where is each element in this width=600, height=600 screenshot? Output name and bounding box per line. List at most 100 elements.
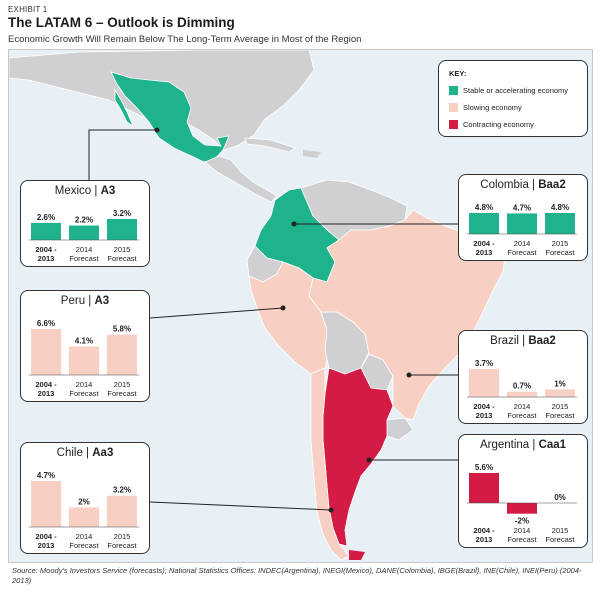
bars-brazil: 3.7%2004 -20130.7%2014Forecast1%2015Fore… (467, 359, 577, 420)
box-title-peru: Peru | A3 (60, 295, 110, 307)
category-label-chile-1-0: 2014 (76, 532, 93, 541)
category-label-chile-2-1: Forecast (107, 541, 137, 550)
category-label-peru-0-1: 2013 (38, 389, 55, 398)
bar-peru-1 (69, 346, 99, 375)
bar-chile-0 (31, 481, 61, 527)
category-label-chile-2-0: 2015 (114, 532, 131, 541)
category-label-colombia-2-0: 2015 (552, 239, 569, 248)
chart-colombia: Colombia | Baa2 4.8% 2004 -2013 4.7% 2014 Fo… (458, 174, 588, 261)
category-label-chile-0-0: 2004 - (35, 532, 57, 541)
category-label-mexico-1-0: 2014 (76, 245, 93, 254)
country-name-argentina: Argentina (479, 439, 530, 451)
bar-chile-1 (69, 507, 99, 527)
value-label-peru-1: 4.1% (75, 336, 93, 345)
category-label-peru-1-0: 2014 (76, 380, 93, 389)
bar-colombia-0 (469, 213, 499, 234)
rating-colombia: Baa2 (538, 179, 566, 191)
box-title-colombia: Colombia | Baa2 (480, 179, 566, 191)
category-label-peru-2-0: 2015 (114, 380, 131, 389)
chart-brazil: Brazil | Baa2 3.7% 2004 -2013 0.7% 2014 Fore… (458, 330, 588, 424)
bar-brazil-2 (545, 389, 575, 397)
category-label-colombia-1-0: 2014 (514, 239, 531, 248)
legend-item-stable: Stable or accelerating economy (449, 84, 568, 96)
bar-argentina-1 (507, 503, 537, 514)
bar-brazil-0 (469, 369, 499, 397)
value-label-mexico-0: 2.6% (37, 213, 55, 222)
bar-peru-2 (107, 334, 137, 375)
value-label-mexico-1: 2.2% (75, 216, 93, 225)
legend-label-slowing: Slowing economy (463, 102, 522, 112)
rating-peru: A3 (94, 295, 110, 307)
box-title-chile: Chile | Aa3 (56, 447, 114, 459)
rating-chile: Aa3 (92, 447, 114, 459)
value-label-mexico-2: 3.2% (113, 209, 131, 218)
category-label-argentina-2-1: Forecast (545, 535, 575, 544)
chart-peru: Peru | A3 6.6% 2004 -2013 4.1% 2014 Forecast… (20, 290, 150, 402)
value-label-chile-2: 3.2% (113, 486, 131, 495)
category-label-mexico-1-1: Forecast (69, 254, 99, 263)
box-title-brazil: Brazil | Baa2 (490, 335, 556, 347)
bar-peru-0 (31, 329, 61, 375)
value-label-argentina-1: -2% (515, 517, 529, 526)
bars-mexico: 2.6%2004 -20132.2%2014Forecast3.2%2015Fo… (29, 209, 139, 263)
category-label-brazil-2-0: 2015 (552, 402, 569, 411)
source-note: Source: Moody's Investors Service (forec… (12, 566, 582, 585)
value-label-colombia-0: 4.8% (475, 203, 493, 212)
category-label-argentina-0-0: 2004 - (473, 526, 495, 535)
country-name-colombia: Colombia (480, 179, 529, 191)
chart-title: The LATAM 6 – Outlook is Dimming (8, 15, 235, 30)
category-label-brazil-1-0: 2014 (514, 402, 531, 411)
category-label-argentina-2-0: 2015 (552, 526, 569, 535)
category-label-argentina-1-1: Forecast (507, 535, 537, 544)
category-label-colombia-1-1: Forecast (507, 248, 537, 257)
legend: KEY: Stable or accelerating economy Slow… (438, 60, 588, 137)
value-label-argentina-0: 5.6% (475, 463, 493, 472)
bars-argentina: 5.6%2004 -2013-2%2014Forecast0%2015Forec… (467, 463, 577, 544)
rating-argentina: Caa1 (538, 439, 567, 451)
bar-brazil-1 (507, 391, 537, 397)
value-label-colombia-1: 4.7% (513, 203, 531, 212)
box-title-mexico: Mexico | A3 (54, 185, 116, 197)
value-label-chile-0: 4.7% (37, 471, 55, 480)
bar-mexico-1 (69, 225, 99, 240)
category-label-colombia-2-1: Forecast (545, 248, 575, 257)
legend-swatch-contracting (449, 119, 458, 129)
country-name-mexico: Mexico (54, 185, 92, 197)
bar-argentina-0 (469, 473, 499, 503)
category-label-mexico-2-1: Forecast (107, 254, 137, 263)
category-label-peru-2-1: Forecast (107, 389, 137, 398)
land-caribbean (244, 137, 296, 153)
bars-peru: 6.6%2004 -20134.1%2014Forecast5.8%2015Fo… (29, 319, 139, 398)
category-label-chile-1-1: Forecast (69, 541, 99, 550)
box-title-argentina: Argentina | Caa1 (479, 439, 567, 451)
land-uruguay (386, 417, 414, 441)
legend-label-contracting: Contracting economy (463, 119, 534, 129)
legend-swatch-slowing (449, 102, 458, 112)
category-label-peru-0-0: 2004 - (35, 380, 57, 389)
category-label-colombia-0-1: 2013 (476, 248, 493, 257)
category-label-chile-0-1: 2013 (38, 541, 55, 550)
land-central-america (204, 155, 278, 203)
value-label-peru-2: 5.8% (113, 325, 131, 334)
legend-title: KEY: (449, 69, 467, 78)
legend-label-stable: Stable or accelerating economy (463, 85, 569, 95)
category-label-brazil-1-1: Forecast (507, 411, 537, 420)
bar-mexico-0 (31, 222, 61, 240)
land-baja (114, 88, 134, 128)
category-label-brazil-0-0: 2004 - (473, 402, 495, 411)
category-label-argentina-0-1: 2013 (476, 535, 493, 544)
land-hispaniola (303, 150, 321, 158)
value-label-argentina-2: 0% (554, 493, 566, 502)
rating-brazil: Baa2 (528, 335, 556, 347)
value-label-chile-1: 2% (78, 497, 90, 506)
category-label-brazil-0-1: 2013 (476, 411, 493, 420)
exhibit-label: EXHIBIT 1 (8, 5, 48, 14)
land-argentina (322, 367, 394, 547)
map-frame: KEY: Stable or accelerating economy Slow… (8, 49, 593, 563)
category-label-argentina-1-0: 2014 (514, 526, 531, 535)
rating-mexico: A3 (100, 185, 116, 197)
country-name-chile: Chile (56, 447, 83, 459)
chart-chile: Chile | Aa3 4.7% 2004 -2013 2% 2014 Forecast… (20, 442, 150, 554)
chart-argentina: Argentina | Caa1 5.6% 2004 -2013 -2% 2014 Fo… (458, 434, 588, 548)
category-label-brazil-2-1: Forecast (545, 411, 575, 420)
